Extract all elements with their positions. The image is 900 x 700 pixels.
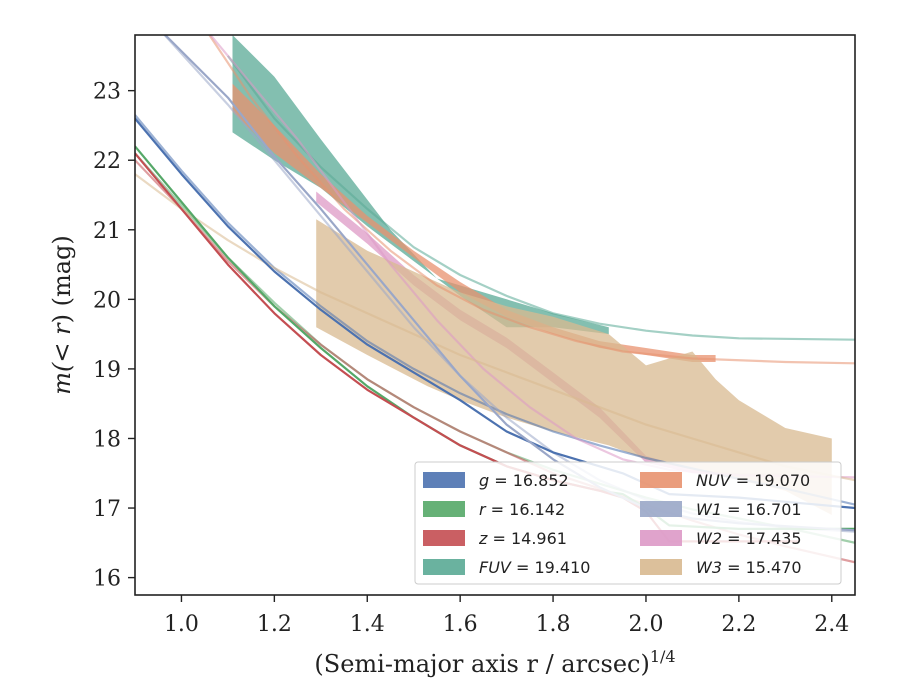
x-tick-label: 2.4 — [814, 612, 849, 637]
y-tick-label: 18 — [93, 427, 121, 452]
y-tick-label: 23 — [93, 80, 121, 105]
x-tick-label: 1.8 — [536, 612, 571, 637]
x-tick-label: 1.2 — [257, 612, 292, 637]
legend-label-value: = 19.410 — [511, 558, 591, 577]
y-tick-label: 22 — [93, 149, 121, 174]
legend-label-var: NUV — [696, 471, 732, 490]
legend-swatch-z — [423, 530, 465, 546]
x-tick-label: 1.4 — [350, 612, 385, 637]
legend-label-var: W1 — [696, 500, 722, 519]
x-axis: 1.0 1.2 1.4 1.6 1.8 2.0 2.2 2.4 — [164, 595, 849, 637]
y-axis: 16 17 18 19 20 21 22 23 — [93, 80, 135, 592]
legend-label-z: z = 14.961 — [478, 529, 567, 548]
plot-frame — [134, 34, 856, 596]
x-tick-label: 1.0 — [164, 612, 199, 637]
y-tick-label: 20 — [93, 288, 121, 313]
x-axis-label-text: (Semi-major axis r / arcsec) — [314, 650, 649, 678]
legend-label-r: r = 16.142 — [479, 500, 565, 519]
x-axis-label: (Semi-major axis r / arcsec)1/4 — [314, 647, 675, 678]
legend-label-value: = 17.435 — [722, 529, 802, 548]
legend-label-var: z — [478, 529, 488, 548]
y-axis-label-prefix: m( — [48, 362, 76, 395]
y-axis-label: m(< r) (mag) — [48, 235, 76, 395]
legend-label-value: = 15.470 — [722, 558, 802, 577]
fit-line-nuv — [208, 35, 855, 365]
legend-label-value: = 16.142 — [486, 500, 566, 519]
legend-label-w1: W1 = 16.701 — [696, 500, 802, 519]
legend-label-value: = 16.852 — [489, 471, 569, 490]
legend-label-w3: W3 = 15.470 — [696, 558, 802, 577]
legend-label-var: g — [479, 471, 489, 490]
legend-box — [414, 461, 842, 585]
x-tick-label: 2.0 — [628, 612, 663, 637]
legend-swatch-fuv — [423, 559, 465, 575]
fit-line-fuv — [227, 55, 855, 341]
fit-line-w3 — [135, 173, 855, 482]
legend-label-var: W3 — [696, 558, 722, 577]
legend-swatch-g — [423, 472, 465, 488]
legend-label-w2: W2 = 17.435 — [696, 529, 802, 548]
legend-label-var: W2 — [696, 529, 722, 548]
y-tick-label: 19 — [93, 358, 121, 383]
x-axis-label-exponent: 1/4 — [650, 647, 676, 666]
legend-label-value: = 16.701 — [722, 500, 802, 519]
x-tick-label: 2.2 — [721, 612, 756, 637]
legend-swatch-w2 — [640, 530, 682, 546]
legend-label-g: g = 16.852 — [479, 471, 569, 490]
legend-label-var: FUV — [479, 558, 512, 577]
y-tick-label: 16 — [93, 567, 121, 592]
legend-swatch-w1 — [640, 501, 682, 517]
legend-label-var: r — [479, 500, 487, 519]
legend-swatch-nuv — [640, 472, 682, 488]
legend-label-nuv: NUV = 19.070 — [696, 471, 810, 490]
legend-swatch-w3 — [640, 559, 682, 575]
legend-label-value: = 14.961 — [487, 529, 567, 548]
legend-label-value: = 19.070 — [731, 471, 811, 490]
y-tick-label: 17 — [93, 497, 121, 522]
legend-label-fuv: FUV = 19.410 — [479, 558, 590, 577]
y-tick-label: 21 — [93, 219, 121, 244]
x-tick-label: 1.6 — [443, 612, 478, 637]
y-axis-label-math: < r — [48, 322, 76, 363]
y-axis-label-suffix: ) (mag) — [48, 235, 76, 323]
legend-swatch-r — [423, 501, 465, 517]
